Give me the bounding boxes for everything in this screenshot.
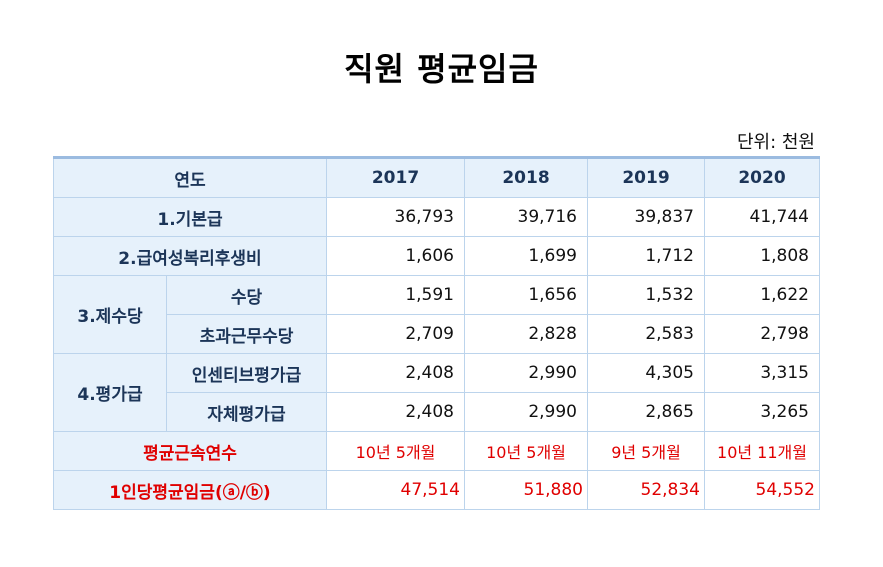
header-year-2018: 2018 — [464, 156, 588, 198]
table-row: 4.평가급 인센티브평가급 2,408 2,990 4,305 3,315 — [53, 353, 820, 432]
row-label-tenure: 평균근속연수 — [53, 431, 327, 471]
cell-basic-2019: 39,837 — [587, 197, 705, 237]
page-title: 직원 평균임금 — [344, 50, 539, 88]
cell-per-person-2020: 54,552 — [704, 470, 820, 510]
cell-per-person-2017: 47,514 — [326, 470, 465, 510]
row-label-incentive: 인센티브평가급 — [166, 353, 327, 393]
cell-benefits-2017: 1,606 — [326, 236, 465, 276]
header-year-label: 연도 — [53, 156, 327, 198]
table-row: 1.기본급 36,793 39,716 39,837 41,744 — [53, 197, 820, 237]
cell-allowance-2019: 1,532 — [587, 275, 705, 315]
row-label-allowance: 수당 — [166, 275, 327, 315]
table-row: 3.제수당 수당 1,591 1,656 1,532 1,622 — [53, 275, 820, 354]
table-row: 자체평가급 2,408 2,990 2,865 3,265 — [54, 392, 820, 432]
cell-per-person-2019: 52,834 — [587, 470, 705, 510]
table-row: 평균근속연수 10년 5개월 10년 5개월 9년 5개월 10년 11개월 — [53, 431, 820, 471]
cell-tenure-2020: 10년 11개월 — [704, 431, 820, 471]
cell-overtime-2018: 2,828 — [464, 314, 588, 354]
cell-benefits-2018: 1,699 — [464, 236, 588, 276]
cell-per-person-2018: 51,880 — [464, 470, 588, 510]
cell-tenure-2017: 10년 5개월 — [326, 431, 465, 471]
cell-incentive-2019: 4,305 — [587, 353, 705, 393]
cell-incentive-2020: 3,315 — [704, 353, 820, 393]
cell-self-eval-2017: 2,408 — [326, 392, 465, 432]
cell-benefits-2020: 1,808 — [704, 236, 820, 276]
cell-self-eval-2018: 2,990 — [464, 392, 588, 432]
cell-incentive-2018: 2,990 — [464, 353, 588, 393]
row-label-benefits: 2.급여성복리후생비 — [53, 236, 327, 276]
table-row: 초과근무수당 2,709 2,828 2,583 2,798 — [54, 314, 820, 354]
cell-allowance-2018: 1,656 — [464, 275, 588, 315]
cell-benefits-2019: 1,712 — [587, 236, 705, 276]
row-label-per-person: 1인당평균임금(ⓐ/ⓑ) — [53, 470, 327, 510]
header-year-2019: 2019 — [587, 156, 705, 198]
row-label-bonus: 4.평가급 — [53, 353, 167, 432]
header-row: 연도 2017 2018 2019 2020 — [53, 156, 820, 198]
header-year-2017: 2017 — [326, 156, 465, 198]
salary-table: 연도 2017 2018 2019 2020 1.기본급 36,793 39,7… — [53, 156, 820, 510]
table-row: 1인당평균임금(ⓐ/ⓑ) 47,514 51,880 52,834 54,552 — [53, 470, 820, 510]
cell-basic-2020: 41,744 — [704, 197, 820, 237]
cell-allowance-2017: 1,591 — [326, 275, 465, 315]
table-row: 2.급여성복리후생비 1,606 1,699 1,712 1,808 — [53, 236, 820, 276]
cell-basic-2018: 39,716 — [464, 197, 588, 237]
cell-incentive-2017: 2,408 — [326, 353, 465, 393]
cell-basic-2017: 36,793 — [326, 197, 465, 237]
cell-tenure-2018: 10년 5개월 — [464, 431, 588, 471]
cell-self-eval-2019: 2,865 — [587, 392, 705, 432]
row-label-allowances: 3.제수당 — [53, 275, 167, 354]
row-label-basic: 1.기본급 — [53, 197, 327, 237]
row-label-overtime: 초과근무수당 — [166, 314, 327, 354]
cell-allowance-2020: 1,622 — [704, 275, 820, 315]
cell-overtime-2020: 2,798 — [704, 314, 820, 354]
cell-tenure-2019: 9년 5개월 — [587, 431, 705, 471]
header-year-2020: 2020 — [704, 156, 820, 198]
unit-label: 단위: 천원 — [736, 132, 815, 153]
cell-overtime-2019: 2,583 — [587, 314, 705, 354]
cell-self-eval-2020: 3,265 — [704, 392, 820, 432]
cell-overtime-2017: 2,709 — [326, 314, 465, 354]
row-label-self-eval: 자체평가급 — [166, 392, 327, 432]
